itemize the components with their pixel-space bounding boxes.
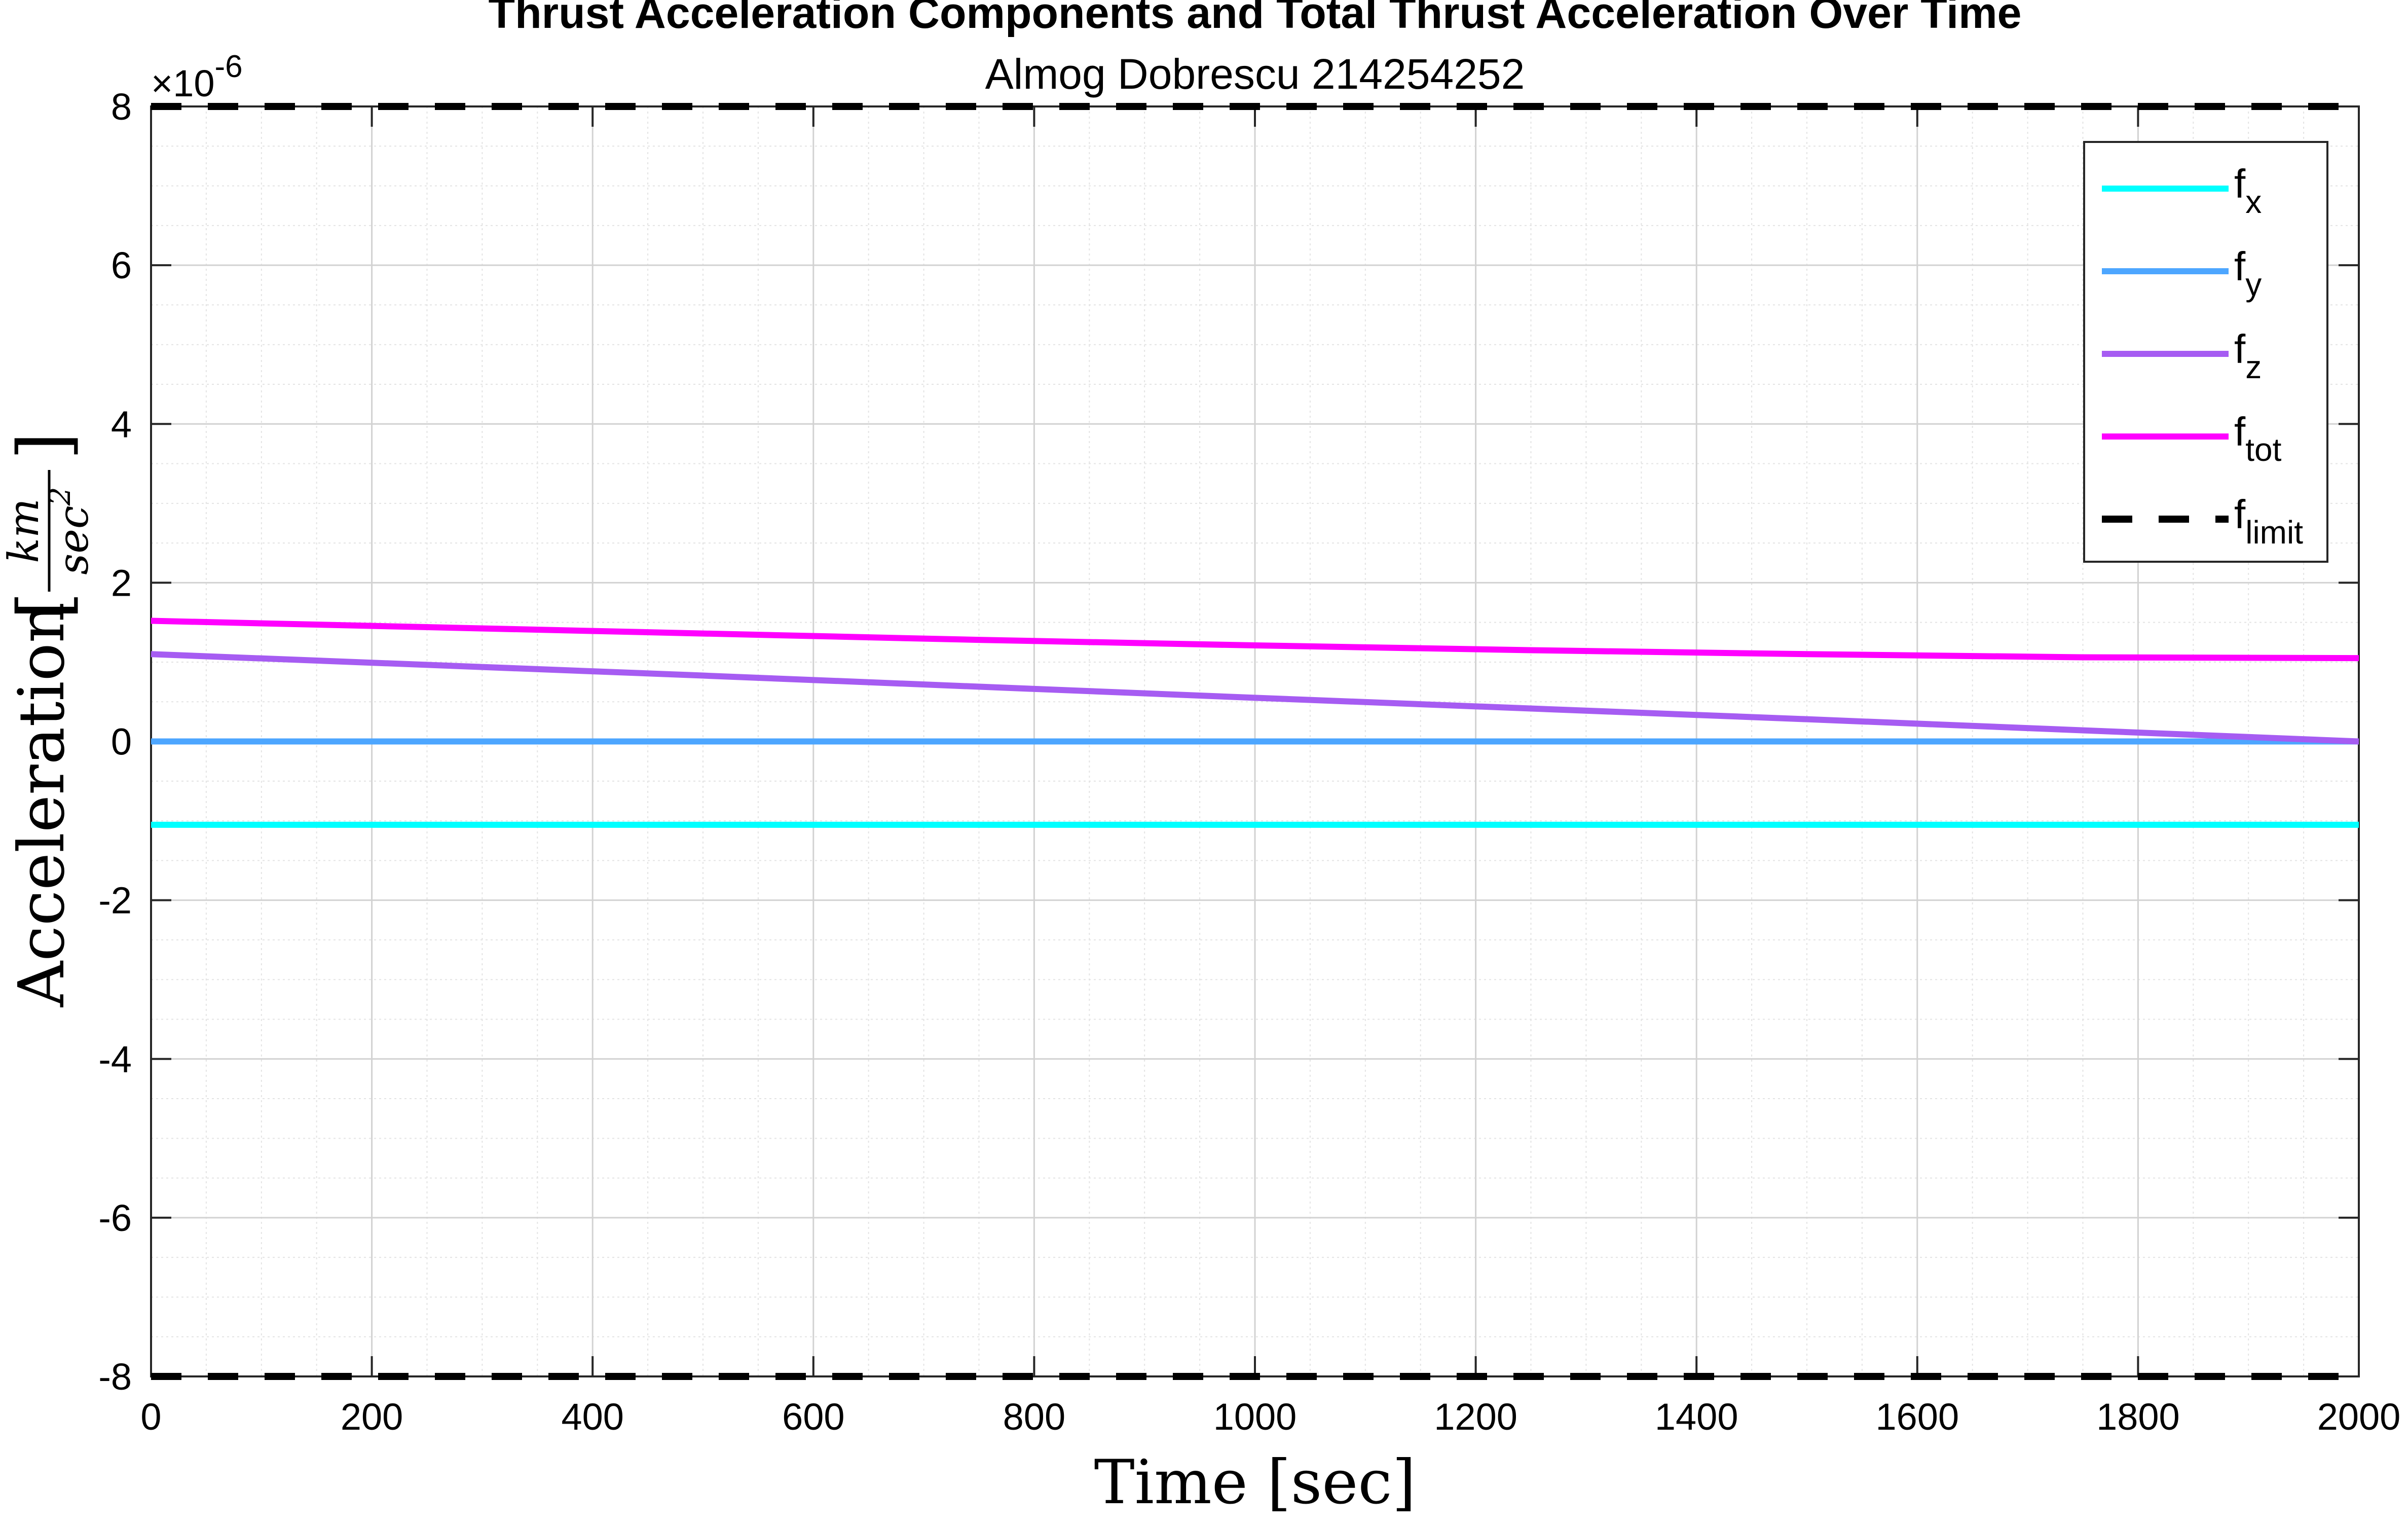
x-tick-label: 600 <box>782 1396 844 1438</box>
y-tick-label: -8 <box>98 1356 132 1398</box>
unit-bracket-right: ] <box>3 432 86 460</box>
x-tick-label: 1200 <box>1434 1396 1517 1438</box>
x-tick-label: 1000 <box>1213 1396 1297 1438</box>
x-tick-label: 0 <box>140 1396 161 1438</box>
legend-label: flimit <box>2234 492 2303 551</box>
y-axis-label-text: Acceleration <box>5 602 79 1007</box>
x-tick-label: 1400 <box>1655 1396 1738 1438</box>
legend-item-f-z[interactable]: fz <box>2102 326 2262 385</box>
unit-denominator-base: sec <box>50 505 98 575</box>
legend-label: fz <box>2234 326 2262 385</box>
legend-item-f-x[interactable]: fx <box>2102 161 2262 220</box>
y-exponent-base: ×10 <box>151 62 215 104</box>
unit-bracket-left: [ <box>3 592 86 620</box>
legend-label: fx <box>2234 161 2262 220</box>
series-line-f-tot <box>151 617 2359 662</box>
y-exponent-label: ×10-6 <box>151 49 243 104</box>
y-tick-label: -6 <box>98 1197 132 1239</box>
x-tick-label: 1600 <box>1875 1396 1959 1438</box>
svg-text:sec2: sec2 <box>43 487 98 574</box>
legend-item-f-y[interactable]: fy <box>2102 244 2262 303</box>
x-tick-label: 400 <box>561 1396 623 1438</box>
y-tick-label: -2 <box>98 880 132 922</box>
series-line-f-z <box>151 651 2359 745</box>
legend-item-f-tot[interactable]: ftot <box>2102 409 2282 468</box>
y-tick-label: 6 <box>111 244 132 286</box>
y-axis-label: Acceleration [ km sec2 ] <box>0 432 98 1007</box>
x-tick-label: 2000 <box>2317 1396 2401 1438</box>
legend-item-f-limit[interactable]: flimit <box>2102 492 2303 551</box>
unit-denominator-exponent: 2 <box>43 487 77 506</box>
legend-label: fy <box>2234 244 2262 303</box>
y-tick-label: 2 <box>111 562 132 604</box>
x-tick-label: 200 <box>341 1396 403 1438</box>
chart-title: Thrust Acceleration Components and Total… <box>489 0 2022 38</box>
y-exponent-power: -6 <box>215 49 243 84</box>
x-tick-label: 800 <box>1003 1396 1065 1438</box>
legend[interactable]: fx fy fz ftot flimit <box>2083 141 2328 563</box>
x-tick-label: 1800 <box>2096 1396 2180 1438</box>
y-tick-label: 4 <box>111 403 132 445</box>
y-tick-label: 0 <box>111 721 132 763</box>
plot-area <box>150 103 2360 1380</box>
svg-text:×10-6: ×10-6 <box>151 49 243 104</box>
x-tick-labels: 0 200 400 600 800 1000 1200 1400 1600 1800 2000 <box>140 1396 2400 1438</box>
y-tick-labels: -8 -6 -4 -2 0 2 4 6 8 <box>98 86 132 1398</box>
y-tick-label: -4 <box>98 1038 132 1080</box>
x-axis-label: Time [sec] <box>1094 1447 1416 1518</box>
legend-items: fx fy fz ftot flimit <box>2102 161 2303 551</box>
unit-numerator: km <box>0 498 48 563</box>
chart-subtitle: Almog Dobrescu 214254252 <box>985 50 1525 98</box>
y-axis-unit: [ km sec2 ] <box>0 432 98 620</box>
legend-label: ftot <box>2234 409 2282 468</box>
y-tick-label: 8 <box>111 86 132 128</box>
series-layer <box>151 103 2359 1380</box>
